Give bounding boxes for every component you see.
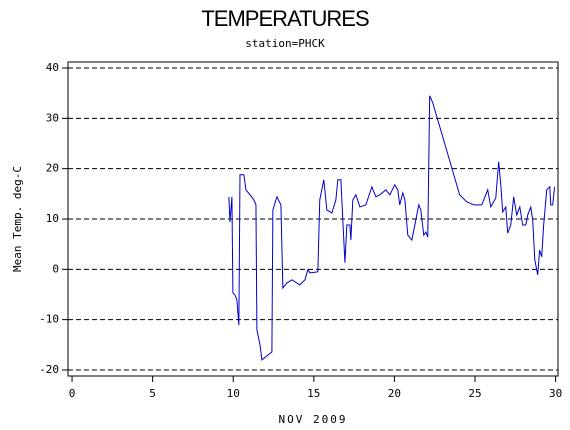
x-tick-label: 15 [307, 387, 320, 400]
y-tick-label: 10 [46, 212, 59, 225]
x-tick-label: 0 [69, 387, 76, 400]
y-axis-label: Mean Temp. deg-C [11, 166, 24, 272]
x-tick-label: 25 [468, 387, 481, 400]
y-tick-label: 20 [46, 162, 59, 175]
y-tick-label: 30 [46, 111, 59, 124]
y-tick-label: 40 [46, 61, 59, 74]
y-tick-label: -20 [39, 363, 59, 376]
chart-title: TEMPERATURES [201, 6, 369, 31]
data-line [228, 95, 556, 361]
x-tick-label: 5 [149, 387, 156, 400]
y-tick-label: 0 [52, 262, 59, 275]
x-tick-label: 20 [388, 387, 401, 400]
x-axis-label: NOV 2009 [279, 413, 348, 426]
x-tick-label: 30 [549, 387, 562, 400]
x-tick-label: 10 [227, 387, 240, 400]
chart-subtitle: station=PHCK [245, 37, 325, 50]
y-tick-label: -10 [39, 313, 59, 326]
